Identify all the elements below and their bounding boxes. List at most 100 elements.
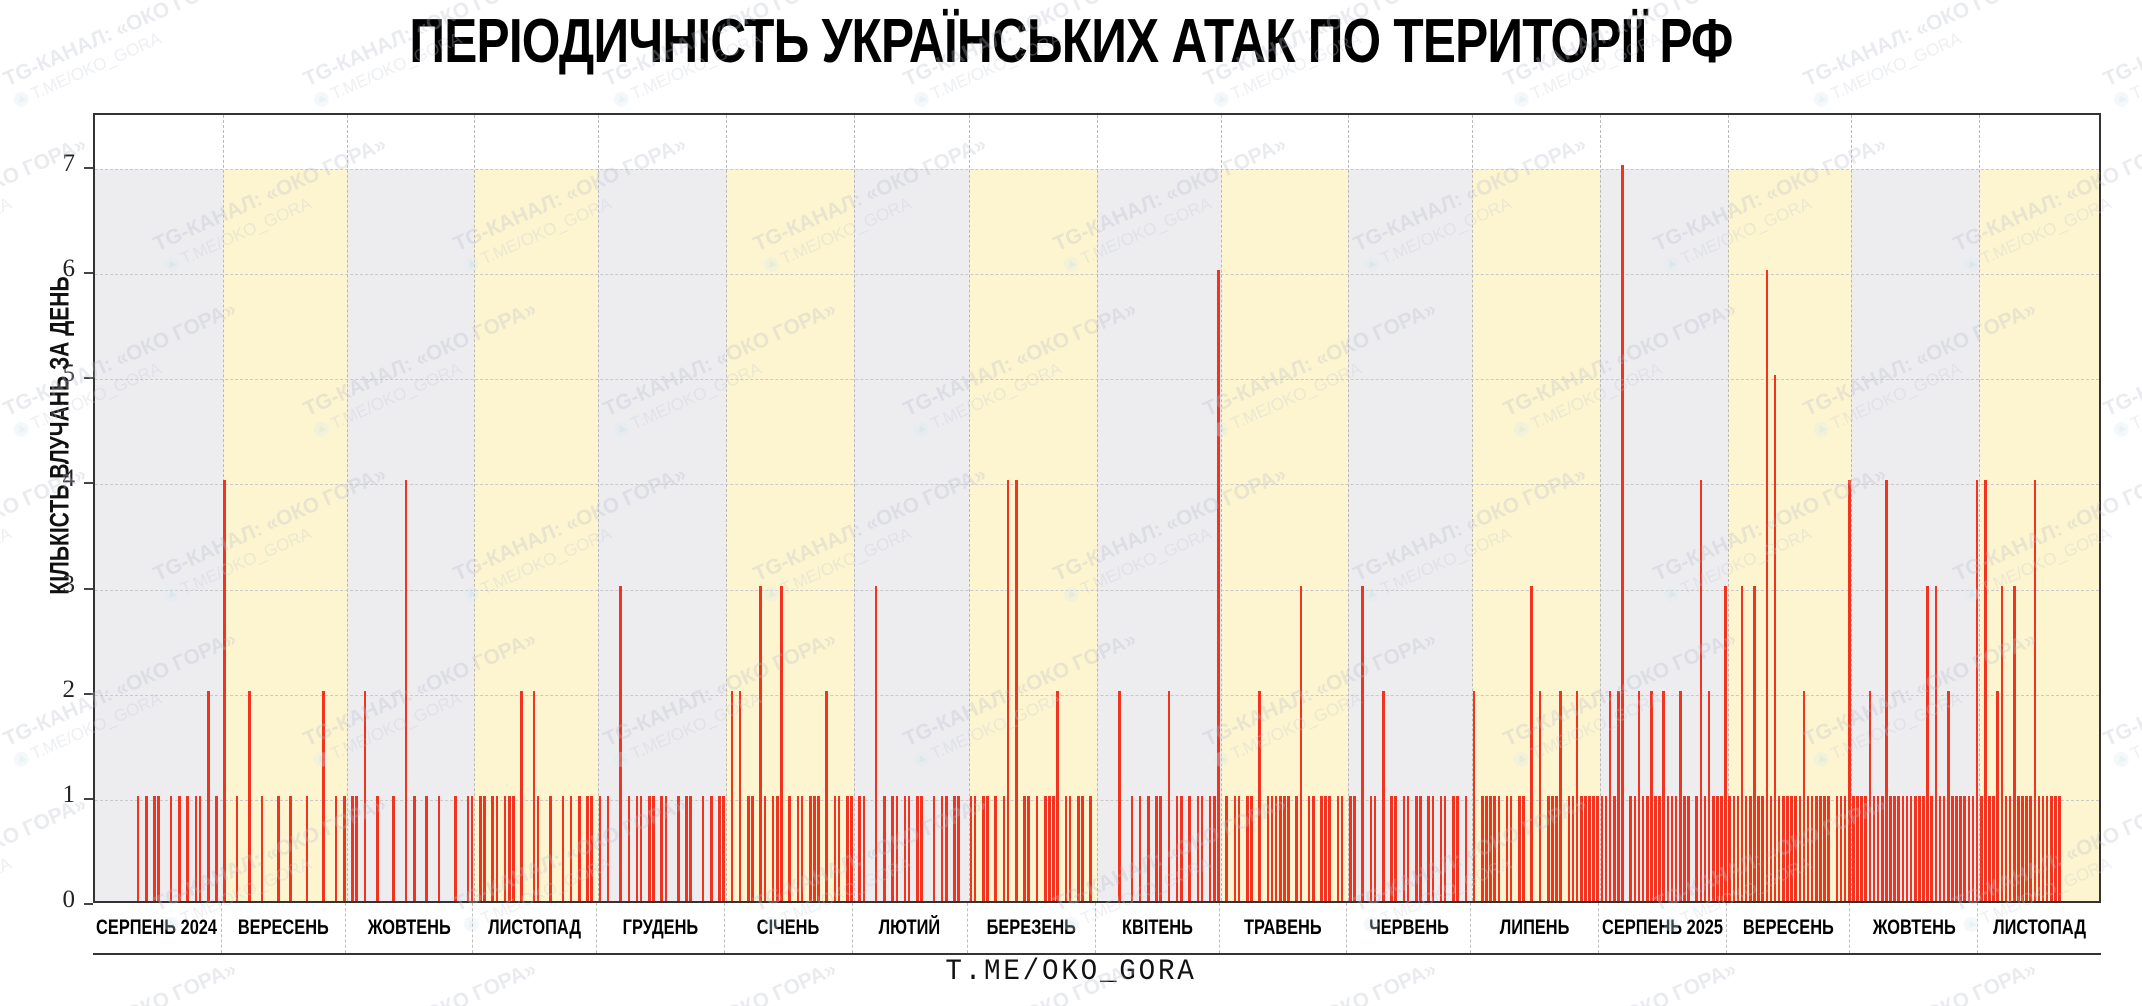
bar xyxy=(363,690,367,901)
bar xyxy=(1872,795,1876,901)
bar xyxy=(874,585,878,901)
bar xyxy=(722,795,725,901)
bar xyxy=(1782,795,1785,901)
bar xyxy=(940,795,944,901)
watermark-url: T.ME/OKO_GORA xyxy=(27,28,165,104)
bar xyxy=(178,795,181,901)
bar xyxy=(846,795,849,901)
bar xyxy=(1996,690,1999,901)
bar xyxy=(375,795,379,901)
bar xyxy=(157,795,161,901)
watermark-line-1: TG-КАНАЛ: «ОКО ГОРА» xyxy=(2100,0,2142,92)
bar xyxy=(2050,795,2053,901)
bar xyxy=(289,795,292,901)
bar xyxy=(1217,270,1220,901)
y-tick-label-0: 0 xyxy=(62,886,76,913)
y-tick-mark-1 xyxy=(84,797,93,800)
y-tick-label-4: 4 xyxy=(62,465,76,493)
bar xyxy=(1518,795,1521,901)
bar xyxy=(1905,795,1909,901)
bar xyxy=(520,690,523,901)
watermark-url: T.ME/OKO_GORA xyxy=(0,193,15,269)
month-cell-4: ЛИСТОПАД xyxy=(472,903,596,953)
bar xyxy=(1464,795,1468,901)
bar xyxy=(2054,795,2057,901)
month-band xyxy=(1979,169,2099,901)
bar xyxy=(1456,795,1459,901)
bar xyxy=(1860,795,1863,901)
bar xyxy=(1353,795,1356,901)
bar xyxy=(437,795,441,901)
bar xyxy=(1328,795,1332,901)
y-tick-label-5: 5 xyxy=(62,360,76,388)
bar xyxy=(1567,795,1571,901)
bar xyxy=(334,795,338,901)
bar xyxy=(536,795,540,901)
bar xyxy=(1757,795,1760,901)
bar xyxy=(1621,165,1624,901)
bar xyxy=(1023,795,1026,901)
month-band xyxy=(1096,169,1221,901)
bar xyxy=(664,795,668,901)
month-band xyxy=(222,169,347,901)
bar xyxy=(569,795,573,901)
bar xyxy=(606,795,610,901)
bar xyxy=(738,690,742,901)
y-tick-mark-2 xyxy=(84,692,93,695)
month-band xyxy=(853,169,970,901)
bar xyxy=(1588,795,1591,901)
month-separator xyxy=(1472,115,1474,901)
month-separator xyxy=(969,115,971,901)
bar xyxy=(1670,795,1674,901)
watermark-line-1: TG-КАНАЛ: «ОКО ГОРА» xyxy=(0,0,240,92)
bar xyxy=(1006,480,1010,901)
month-label: ВЕРЕСЕНЬ xyxy=(1742,916,1834,939)
watermark-url: T.ME/OKO_GORA xyxy=(0,523,15,599)
bar xyxy=(1827,795,1830,901)
month-band xyxy=(95,169,223,901)
bar xyxy=(1703,795,1707,901)
y-tick-label-1: 1 xyxy=(62,780,76,808)
bar xyxy=(1773,375,1777,901)
bar xyxy=(355,795,358,901)
bar xyxy=(198,795,202,901)
telegram-icon xyxy=(611,89,632,110)
month-separator xyxy=(1348,115,1350,901)
bar xyxy=(1439,795,1443,901)
bar xyxy=(1662,690,1666,901)
watermark-line-2: T.ME/OKO_GORA xyxy=(2111,651,2142,772)
bar xyxy=(2033,480,2037,901)
bar xyxy=(1971,795,1975,901)
bar xyxy=(1559,690,1562,901)
bar xyxy=(916,795,919,901)
watermark: TG-КАНАЛ: «ОКО ГОРА»T.ME/OKO_GORA xyxy=(0,0,249,112)
bar xyxy=(771,795,775,901)
bar xyxy=(932,795,936,901)
bar xyxy=(1320,795,1323,901)
bar xyxy=(619,585,622,901)
bar xyxy=(1485,795,1488,901)
y-tick-mark-3 xyxy=(84,587,93,590)
bar xyxy=(1245,795,1249,901)
bar xyxy=(2012,585,2016,901)
gridline-y-4 xyxy=(95,484,2099,486)
bar xyxy=(1699,480,1703,901)
bar xyxy=(1336,795,1340,901)
month-cell-5: ГРУДЕНЬ xyxy=(596,903,724,953)
bar xyxy=(1901,795,1905,901)
bar xyxy=(689,795,692,901)
gridline-y-2 xyxy=(95,694,2099,696)
bar xyxy=(1802,690,1806,901)
bar xyxy=(1918,795,1921,901)
bar xyxy=(1880,795,1884,901)
bar xyxy=(751,795,754,901)
bar xyxy=(223,480,227,901)
bar xyxy=(1493,795,1496,901)
bar xyxy=(1749,795,1752,901)
bar xyxy=(1394,795,1398,901)
bar xyxy=(2000,585,2004,901)
bar xyxy=(1930,795,1934,901)
bar xyxy=(858,795,861,901)
bar xyxy=(1427,795,1430,901)
watermark: TG-КАНАЛ: «ОКО ГОРА»T.ME/OKO_GORA xyxy=(2100,957,2142,1006)
